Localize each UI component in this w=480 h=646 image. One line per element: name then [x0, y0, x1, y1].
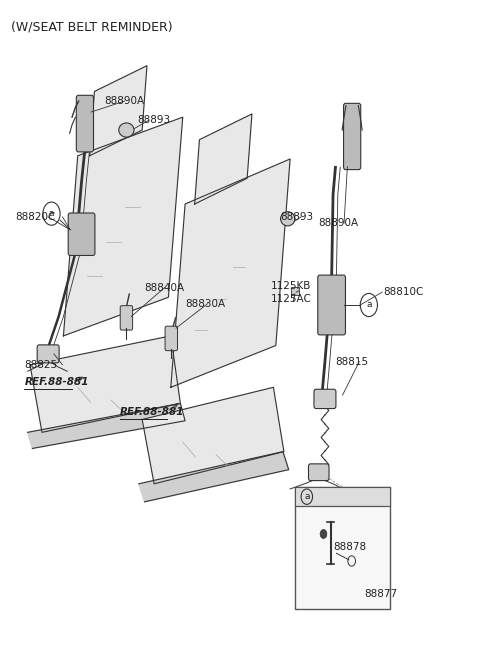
- Text: 88840A: 88840A: [144, 282, 185, 293]
- Polygon shape: [142, 388, 284, 484]
- Text: 88815: 88815: [336, 357, 369, 366]
- FancyBboxPatch shape: [314, 390, 336, 408]
- Text: 88830A: 88830A: [185, 298, 225, 309]
- Polygon shape: [171, 159, 290, 388]
- FancyBboxPatch shape: [68, 213, 95, 255]
- Text: 88878: 88878: [333, 542, 366, 552]
- Polygon shape: [139, 452, 288, 502]
- Ellipse shape: [281, 212, 295, 226]
- FancyBboxPatch shape: [37, 345, 59, 363]
- Text: 1125AC: 1125AC: [271, 293, 312, 304]
- FancyBboxPatch shape: [120, 306, 132, 330]
- Circle shape: [320, 530, 327, 539]
- Text: 88893: 88893: [137, 116, 170, 125]
- FancyBboxPatch shape: [291, 287, 299, 295]
- Polygon shape: [63, 117, 183, 336]
- Polygon shape: [90, 66, 147, 156]
- Bar: [295, 487, 390, 609]
- Text: 88877: 88877: [364, 589, 397, 599]
- FancyBboxPatch shape: [344, 103, 361, 170]
- Text: 88825: 88825: [24, 360, 58, 370]
- Polygon shape: [195, 114, 252, 204]
- Text: (W/SEAT BELT REMINDER): (W/SEAT BELT REMINDER): [11, 21, 172, 34]
- FancyBboxPatch shape: [318, 275, 346, 335]
- Text: REF.88-881: REF.88-881: [24, 377, 89, 387]
- Text: 88820C: 88820C: [16, 212, 56, 222]
- Text: a: a: [49, 209, 54, 218]
- Bar: [295, 487, 390, 506]
- Text: 88890A: 88890A: [104, 96, 144, 106]
- Polygon shape: [30, 336, 180, 432]
- Text: 1125KB: 1125KB: [271, 281, 312, 291]
- Text: a: a: [304, 492, 310, 501]
- Text: a: a: [366, 300, 372, 309]
- Text: 88893: 88893: [281, 212, 314, 222]
- FancyBboxPatch shape: [165, 326, 178, 351]
- Text: 88810C: 88810C: [383, 287, 423, 297]
- Text: 88890A: 88890A: [319, 218, 359, 228]
- Ellipse shape: [119, 123, 134, 137]
- FancyBboxPatch shape: [309, 464, 329, 481]
- FancyBboxPatch shape: [76, 96, 94, 152]
- Text: REF.88-881: REF.88-881: [120, 407, 184, 417]
- Polygon shape: [28, 403, 185, 448]
